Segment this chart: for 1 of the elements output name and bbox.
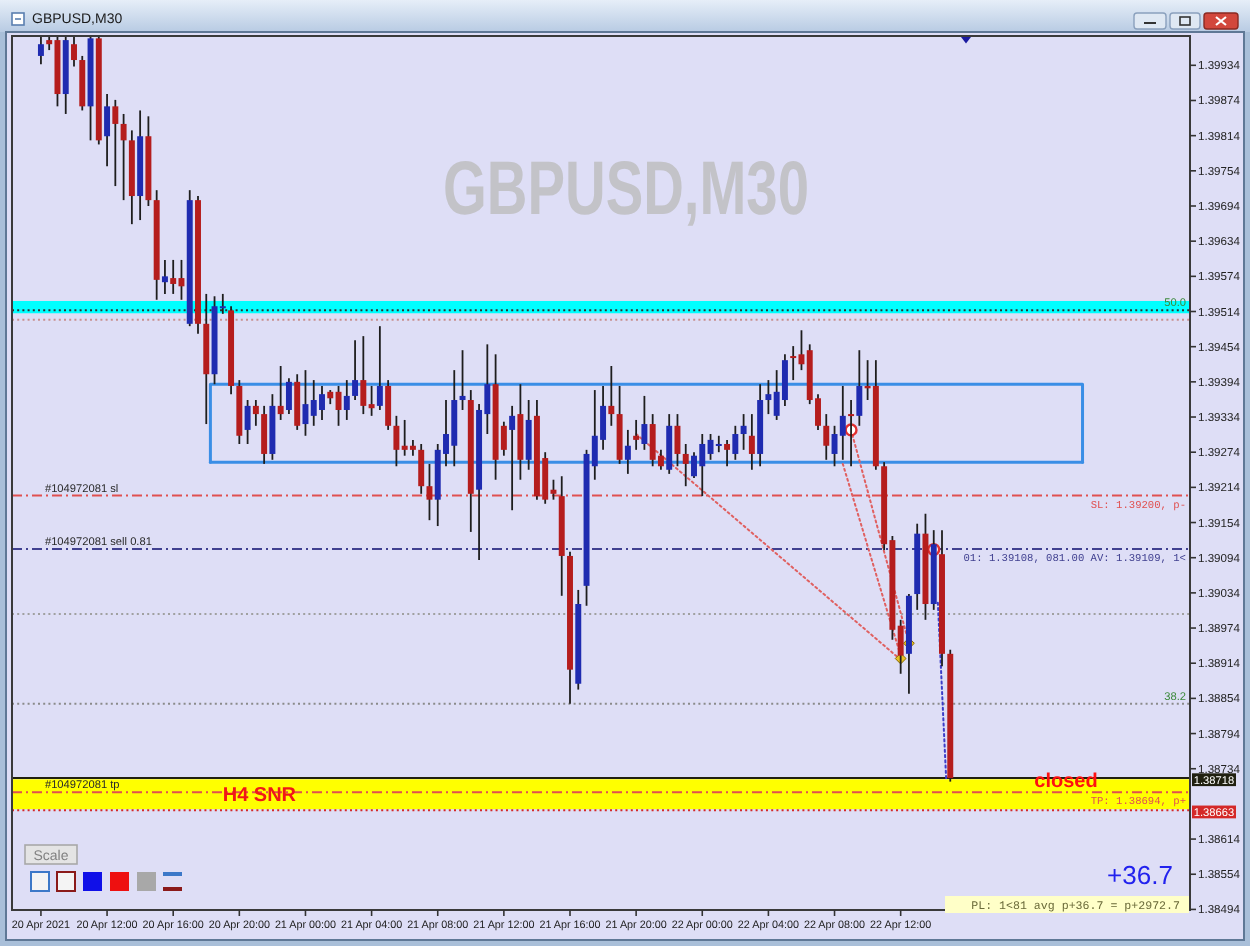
annotation: +36.7 xyxy=(1107,860,1173,890)
